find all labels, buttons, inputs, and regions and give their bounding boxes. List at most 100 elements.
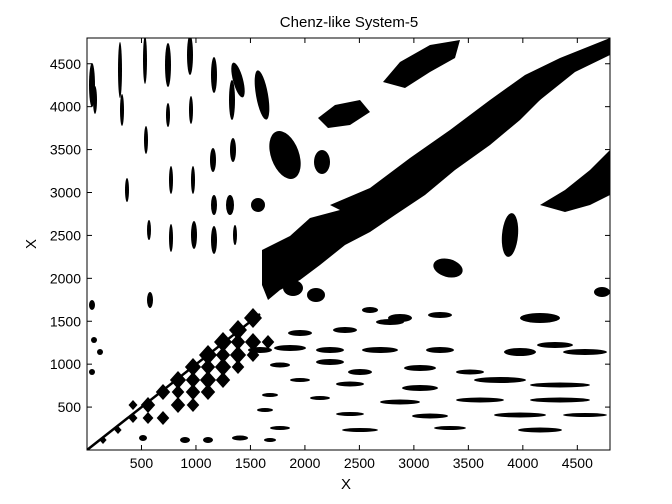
recurrence-lattice-cell <box>171 385 185 399</box>
recurrence-streak <box>120 94 124 126</box>
recurrence-blob <box>520 313 560 323</box>
y-tick-label: 3500 <box>50 142 81 158</box>
recurrence-streak <box>147 292 153 308</box>
recurrence-lattice-cell <box>114 426 122 434</box>
recurrence-streak <box>530 397 590 403</box>
recurrence-streak <box>563 349 607 355</box>
recurrence-streak <box>169 224 173 252</box>
recurrence-streak <box>270 362 290 368</box>
recurrence-lattice-cell <box>185 384 201 400</box>
recurrence-lattice-cell <box>231 360 245 374</box>
recurrence-streak <box>210 148 216 172</box>
recurrence-streak <box>230 138 236 162</box>
recurrence-streak <box>233 225 237 245</box>
recurrence-streak <box>264 438 276 442</box>
plot-area <box>87 38 610 450</box>
x-tick-label: 4500 <box>562 455 593 471</box>
recurrence-blob <box>89 369 95 375</box>
recurrence-streak <box>388 314 412 322</box>
recurrence-streak <box>211 57 217 93</box>
recurrence-lattice-cell <box>169 371 187 389</box>
recurrence-streak <box>203 437 213 443</box>
recurrence-blob <box>267 257 303 279</box>
y-tick-label: 1500 <box>50 313 81 329</box>
recurrence-streak <box>530 382 590 388</box>
y-tick-label: 2500 <box>50 227 81 243</box>
recurrence-streak <box>362 307 378 313</box>
y-tick-label: 4000 <box>50 99 81 115</box>
recurrence-streak <box>336 412 364 416</box>
recurrence-blob <box>97 349 103 355</box>
recurrence-streak <box>456 397 504 403</box>
recurrence-streak <box>139 435 147 441</box>
recurrence-streak <box>316 347 344 353</box>
recurrence-lattice-cell <box>156 411 170 425</box>
recurrence-streak <box>380 399 420 405</box>
recurrence-streak <box>125 178 129 202</box>
recurrence-streak <box>169 166 173 194</box>
recurrence-streak <box>333 327 357 333</box>
recurrence-streak <box>290 378 310 382</box>
y-tick-label: 2000 <box>50 270 81 286</box>
recurrence-streak <box>494 412 546 418</box>
recurrence-streak <box>147 220 151 240</box>
recurrence-lattice-cell <box>244 308 262 328</box>
y-tick-label: 500 <box>58 399 82 415</box>
recurrence-streak <box>412 413 448 419</box>
recurrence-blob <box>269 131 301 179</box>
recurrence-streak <box>362 347 398 353</box>
recurrence-streak <box>118 42 122 98</box>
recurrence-blob <box>314 150 330 174</box>
y-tick-label: 1000 <box>50 356 81 372</box>
y-axis-label: X <box>23 239 40 249</box>
recurrence-blob <box>283 280 303 296</box>
recurrence-streak <box>189 96 193 124</box>
recurrence-band <box>330 38 610 215</box>
x-tick-label: 2000 <box>289 455 320 471</box>
recurrence-lattice-cell <box>128 413 138 423</box>
recurrence-blob <box>594 287 610 297</box>
recurrence-streak <box>563 413 607 417</box>
recurrence-lattice-cell <box>200 384 216 400</box>
recurrence-lattice-cell <box>199 345 217 365</box>
x-tick-label: 2500 <box>344 455 375 471</box>
recurrence-streak <box>336 381 364 387</box>
x-tick-label: 3000 <box>398 455 429 471</box>
recurrence-lattice-cell <box>186 398 200 412</box>
recurrence-streak <box>402 385 438 391</box>
recurrence-blob <box>251 198 265 212</box>
recurrence-streak <box>229 80 235 120</box>
recurrence-lattice-cell <box>200 359 216 375</box>
recurrence-streak <box>426 347 454 353</box>
recurrence-streak <box>262 393 278 397</box>
x-tick-label: 1500 <box>235 455 266 471</box>
recurrence-streak <box>180 437 190 443</box>
recurrence-streak <box>211 226 217 254</box>
recurrence-blob <box>231 62 245 98</box>
recurrence-lattice-cell <box>214 358 232 376</box>
recurrence-streak <box>342 428 378 432</box>
recurrence-streak <box>232 435 248 441</box>
recurrence-streak <box>537 342 573 348</box>
x-tick-label: 4000 <box>507 455 538 471</box>
recurrence-blob <box>89 300 95 310</box>
recurrence-streak <box>310 396 330 400</box>
recurrence-streak <box>404 365 436 371</box>
recurrence-blob <box>91 337 97 343</box>
recurrence-streak <box>187 38 193 75</box>
recurrence-lattice-cell <box>184 358 202 376</box>
recurrence-blob <box>501 213 519 257</box>
recurrence-band <box>540 150 610 212</box>
x-axis-label: X <box>341 476 351 493</box>
recurrence-streak <box>191 166 195 194</box>
x-tick-label: 500 <box>130 455 154 471</box>
recurrence-lattice-cell <box>215 372 231 388</box>
recurrence-blob <box>433 258 463 278</box>
recurrence-streak <box>226 195 234 215</box>
y-axis: 500 1000 1500 2000 2500 3000 3500 4000 4500 <box>50 56 610 415</box>
recurrence-streak <box>428 312 452 318</box>
plot-frame <box>86 37 611 451</box>
recurrence-lattice-cell <box>229 346 247 364</box>
x-tick-label: 1000 <box>180 455 211 471</box>
